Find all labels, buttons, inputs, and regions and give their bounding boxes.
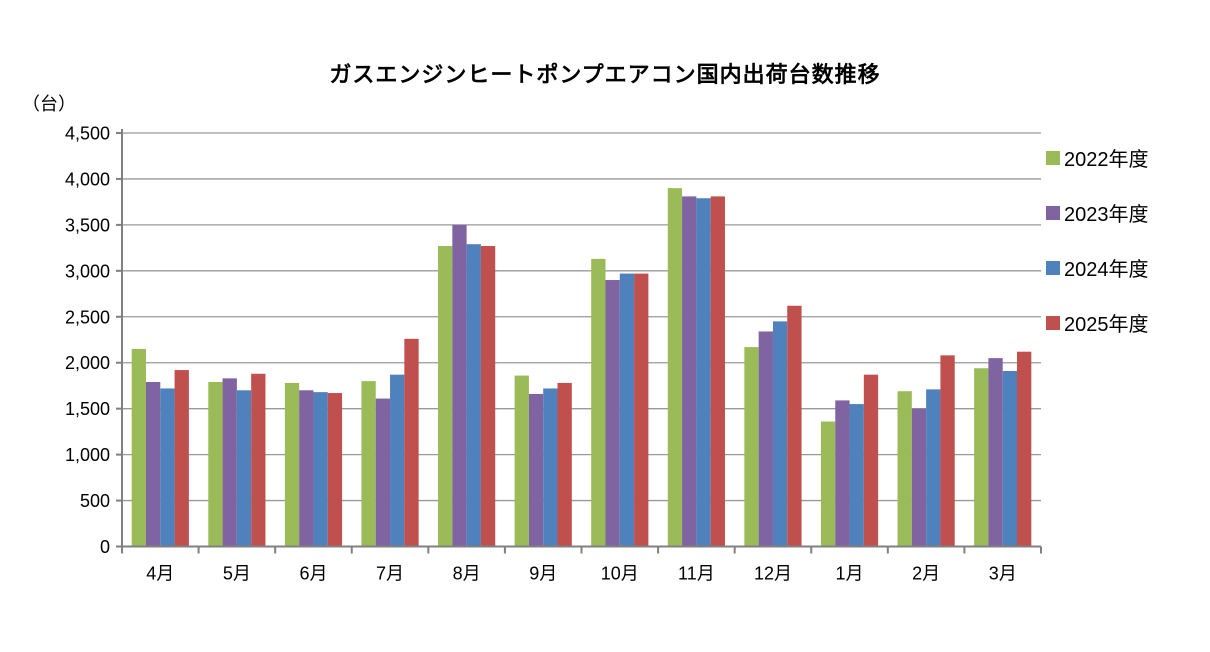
- y-tick-label: 500: [80, 491, 110, 511]
- bar-2022年度-1月: [820, 421, 836, 547]
- bar-2022年度-12月: [744, 347, 759, 547]
- bar-2025年度-5月: [251, 373, 266, 547]
- chart-title: ガスエンジンヒートポンプエアコン国内出荷台数推移: [329, 62, 881, 87]
- bar-2022年度-4月: [131, 348, 146, 547]
- bar-2022年度-3月: [974, 368, 989, 547]
- bar-2024年度-7月: [390, 374, 405, 547]
- bar-2023年度-8月: [452, 224, 467, 547]
- bar-2022年度-6月: [284, 382, 300, 547]
- x-tick-label: 1月: [836, 564, 864, 584]
- x-tick-label: 2月: [912, 564, 940, 584]
- legend-marker: [1046, 260, 1060, 275]
- bar-2023年度-10月: [605, 280, 620, 547]
- bar-2025年度-9月: [557, 382, 572, 547]
- bar-2024年度-10月: [619, 273, 635, 547]
- bar-2023年度-1月: [835, 400, 850, 547]
- y-tick-label: 4,500: [65, 124, 110, 144]
- y-tick-label: 2,000: [65, 353, 110, 373]
- bar-2025年度-1月: [863, 374, 879, 547]
- y-tick-label: 1,000: [65, 445, 110, 465]
- bar-2024年度-5月: [236, 390, 252, 547]
- bar-2023年度-5月: [222, 378, 237, 547]
- bar-2023年度-6月: [299, 390, 314, 547]
- bar-2022年度-2月: [897, 391, 912, 547]
- bar-2024年度-8月: [466, 244, 481, 547]
- legend-item-2025年度: 2025年度: [1046, 308, 1149, 337]
- bar-2024年度-1月: [849, 404, 864, 547]
- x-tick-label: 8月: [453, 564, 481, 584]
- bar-2024年度-4月: [160, 388, 175, 547]
- x-tick-label: 5月: [223, 564, 251, 584]
- legend: 2022年度 2023年度 2024年度 2025年度: [1046, 143, 1149, 337]
- legend-label: 2025年度: [1064, 314, 1149, 336]
- x-tick-label: 3月: [989, 564, 1017, 584]
- legend-label: 2022年度: [1064, 149, 1149, 171]
- bar-2023年度-2月: [911, 408, 927, 547]
- bar-2025年度-11月: [710, 196, 725, 547]
- y-tick-label: 0: [100, 537, 110, 557]
- y-tick-label: 1,500: [65, 399, 110, 419]
- bar-2022年度-7月: [361, 381, 376, 547]
- x-tick-label: 10月: [601, 564, 639, 584]
- bar-2025年度-10月: [634, 273, 649, 547]
- bar-2023年度-4月: [145, 382, 161, 547]
- bar-2025年度-6月: [327, 393, 343, 547]
- legend-marker: [1046, 315, 1060, 330]
- bar-2023年度-11月: [682, 196, 697, 547]
- bar-2025年度-3月: [1017, 351, 1032, 547]
- bar-2025年度-2月: [940, 355, 955, 547]
- y-tick-label: 4,000: [65, 169, 110, 189]
- legend-marker: [1046, 150, 1060, 165]
- x-tick-label: 12月: [754, 564, 792, 584]
- bar-2022年度-9月: [514, 375, 529, 547]
- bar-2022年度-11月: [667, 188, 683, 547]
- bar-2025年度-12月: [787, 305, 802, 547]
- bar-2023年度-12月: [758, 331, 773, 547]
- bar-2023年度-3月: [988, 358, 1003, 547]
- bar-2025年度-8月: [480, 246, 496, 547]
- legend-label: 2023年度: [1064, 204, 1149, 226]
- x-tick-label: 9月: [529, 564, 557, 584]
- legend-label: 2024年度: [1064, 259, 1149, 281]
- x-tick-label: 11月: [678, 564, 715, 584]
- bar-2024年度-9月: [543, 388, 558, 547]
- y-tick-label: 3,000: [65, 261, 110, 281]
- bar-2023年度-7月: [375, 398, 391, 547]
- legend-item-2023年度: 2023年度: [1046, 198, 1149, 227]
- x-tick-label: 4月: [146, 564, 174, 584]
- bar-2022年度-8月: [438, 246, 453, 547]
- legend-marker: [1046, 205, 1060, 220]
- y-tick-label: 3,500: [65, 215, 110, 235]
- bar-2025年度-7月: [404, 338, 419, 547]
- bar-2024年度-11月: [696, 198, 711, 547]
- bar-2022年度-5月: [208, 382, 223, 547]
- legend-item-2022年度: 2022年度: [1046, 143, 1149, 172]
- y-tick-label: 2,500: [65, 307, 110, 327]
- x-tick-label: 7月: [376, 564, 404, 584]
- bar-2024年度-2月: [926, 389, 941, 547]
- bar-2024年度-6月: [313, 392, 328, 547]
- bar-2024年度-12月: [772, 321, 788, 547]
- bar-2024年度-3月: [1002, 370, 1018, 547]
- bar-2023年度-9月: [528, 393, 544, 547]
- bar-2025年度-4月: [174, 370, 189, 547]
- x-tick-label: 6月: [299, 564, 327, 584]
- bar-2022年度-10月: [591, 258, 606, 547]
- legend-item-2024年度: 2024年度: [1046, 253, 1149, 282]
- y-axis-unit-label: （台）: [22, 94, 76, 114]
